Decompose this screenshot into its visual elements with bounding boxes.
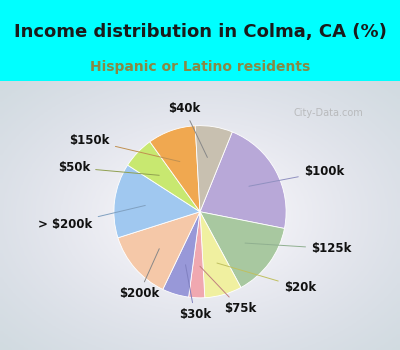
Wedge shape — [114, 165, 200, 238]
Text: $75k: $75k — [200, 266, 256, 315]
Wedge shape — [200, 132, 286, 229]
Text: $125k: $125k — [245, 242, 352, 255]
Wedge shape — [189, 212, 205, 298]
Text: $200k: $200k — [119, 249, 159, 300]
Text: $100k: $100k — [249, 165, 344, 186]
Wedge shape — [128, 142, 200, 212]
Text: $50k: $50k — [58, 161, 159, 175]
Text: City-Data.com: City-Data.com — [293, 108, 363, 118]
Text: > $200k: > $200k — [38, 205, 145, 231]
Wedge shape — [163, 212, 200, 297]
Wedge shape — [150, 126, 200, 212]
Wedge shape — [200, 212, 284, 287]
Wedge shape — [200, 212, 241, 298]
Text: $40k: $40k — [168, 102, 207, 158]
Text: $20k: $20k — [217, 263, 316, 294]
Text: $150k: $150k — [70, 134, 180, 162]
Text: $30k: $30k — [179, 265, 211, 321]
Text: Hispanic or Latino residents: Hispanic or Latino residents — [90, 60, 310, 75]
Wedge shape — [118, 212, 200, 289]
Text: Income distribution in Colma, CA (%): Income distribution in Colma, CA (%) — [14, 22, 386, 41]
Wedge shape — [195, 126, 232, 212]
